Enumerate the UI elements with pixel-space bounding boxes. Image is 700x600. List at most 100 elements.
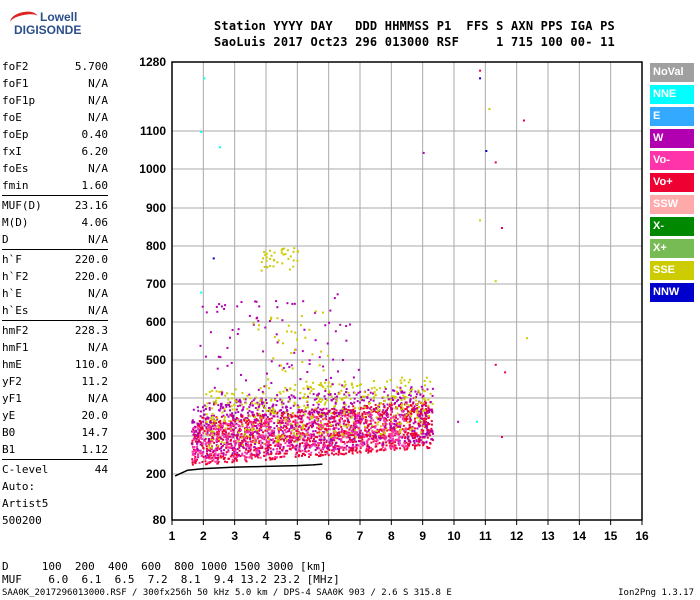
echo-point (282, 390, 285, 393)
echo-point (270, 439, 273, 442)
echo-point (244, 440, 247, 443)
echo-point (319, 425, 322, 428)
echo-point (340, 397, 343, 400)
echo-point (417, 389, 420, 392)
echo-point (425, 415, 428, 418)
echo-point (343, 441, 346, 444)
echo-point (284, 370, 287, 373)
echo-point (425, 418, 428, 421)
echo-point (228, 405, 231, 408)
param-label: h`F2 (2, 270, 29, 283)
echo-point (222, 453, 225, 456)
echo-point (290, 416, 293, 419)
echo-point (348, 411, 351, 414)
echo-point (412, 401, 415, 404)
echo-point (426, 432, 429, 435)
echo-point (347, 436, 350, 439)
echo-point (383, 430, 386, 433)
echo-point (402, 433, 405, 436)
echo-point (219, 146, 221, 149)
echo-point (320, 431, 323, 434)
param-row: B0 14.7 (2, 424, 108, 441)
echo-point (314, 435, 317, 438)
echo-point (201, 460, 204, 463)
echo-point (280, 414, 283, 417)
x-tick-label: 3 (231, 529, 238, 543)
echo-point (194, 457, 197, 460)
echo-point (376, 428, 379, 431)
echo-point (338, 432, 341, 435)
echo-point (382, 449, 385, 452)
echo-point (374, 434, 377, 437)
echo-point (394, 424, 397, 427)
echo-point (227, 427, 230, 430)
echo-point (321, 398, 324, 401)
echo-point (359, 440, 362, 443)
echo-point (261, 437, 264, 440)
echo-point (418, 410, 421, 413)
echo-point (266, 430, 269, 433)
echo-point (323, 441, 326, 444)
echo-point (311, 423, 314, 426)
echo-point (235, 422, 238, 425)
echo-point (364, 435, 367, 438)
echo-point (312, 393, 315, 396)
echo-point (258, 451, 261, 454)
echo-point (390, 425, 393, 428)
echo-point (353, 439, 356, 442)
echo-point (250, 427, 253, 430)
echo-point (359, 432, 362, 435)
echo-point (338, 438, 341, 441)
param-label: yF1 (2, 392, 22, 405)
echo-point (313, 419, 316, 422)
echo-point (382, 396, 385, 399)
echo-point (194, 440, 197, 443)
echo-point (403, 403, 406, 406)
echo-point (217, 440, 220, 443)
echo-point (284, 429, 287, 432)
echo-point (430, 423, 433, 426)
echo-point (243, 439, 246, 442)
echo-point (201, 416, 204, 419)
x-tick-label: 5 (294, 529, 301, 543)
echo-point (257, 453, 260, 456)
echo-point (252, 323, 255, 326)
echo-point (221, 391, 224, 394)
echo-point (273, 422, 276, 425)
echo-point (220, 427, 223, 430)
echo-point (226, 413, 229, 416)
echo-point (355, 393, 358, 396)
echo-point (271, 438, 274, 441)
echo-point (260, 415, 263, 418)
echo-point (355, 413, 358, 416)
echo-point (369, 391, 372, 394)
echo-point (427, 417, 430, 420)
echo-point (270, 417, 273, 420)
echo-point (268, 418, 271, 421)
echo-point (199, 452, 202, 455)
echo-point (426, 428, 429, 431)
echo-point (416, 416, 419, 419)
echo-point (331, 421, 334, 424)
echo-point (200, 291, 203, 294)
echo-point (364, 416, 367, 419)
param-row: M(D) 4.06 (2, 214, 108, 231)
echo-point (266, 447, 269, 450)
echo-point (404, 445, 407, 448)
echo-point (207, 429, 210, 432)
echo-point (370, 441, 373, 444)
echo-point (343, 429, 346, 432)
echo-point (237, 438, 240, 441)
echo-point (205, 447, 208, 450)
echo-point (319, 420, 322, 423)
echo-point (428, 408, 431, 411)
echo-point (209, 419, 212, 422)
echo-point (295, 448, 298, 451)
echo-point (239, 401, 242, 404)
echo-point (352, 434, 355, 437)
echo-point (338, 420, 341, 423)
echo-point (221, 432, 224, 435)
echo-point (326, 444, 329, 447)
echo-point (335, 400, 338, 403)
echo-point (335, 452, 338, 455)
